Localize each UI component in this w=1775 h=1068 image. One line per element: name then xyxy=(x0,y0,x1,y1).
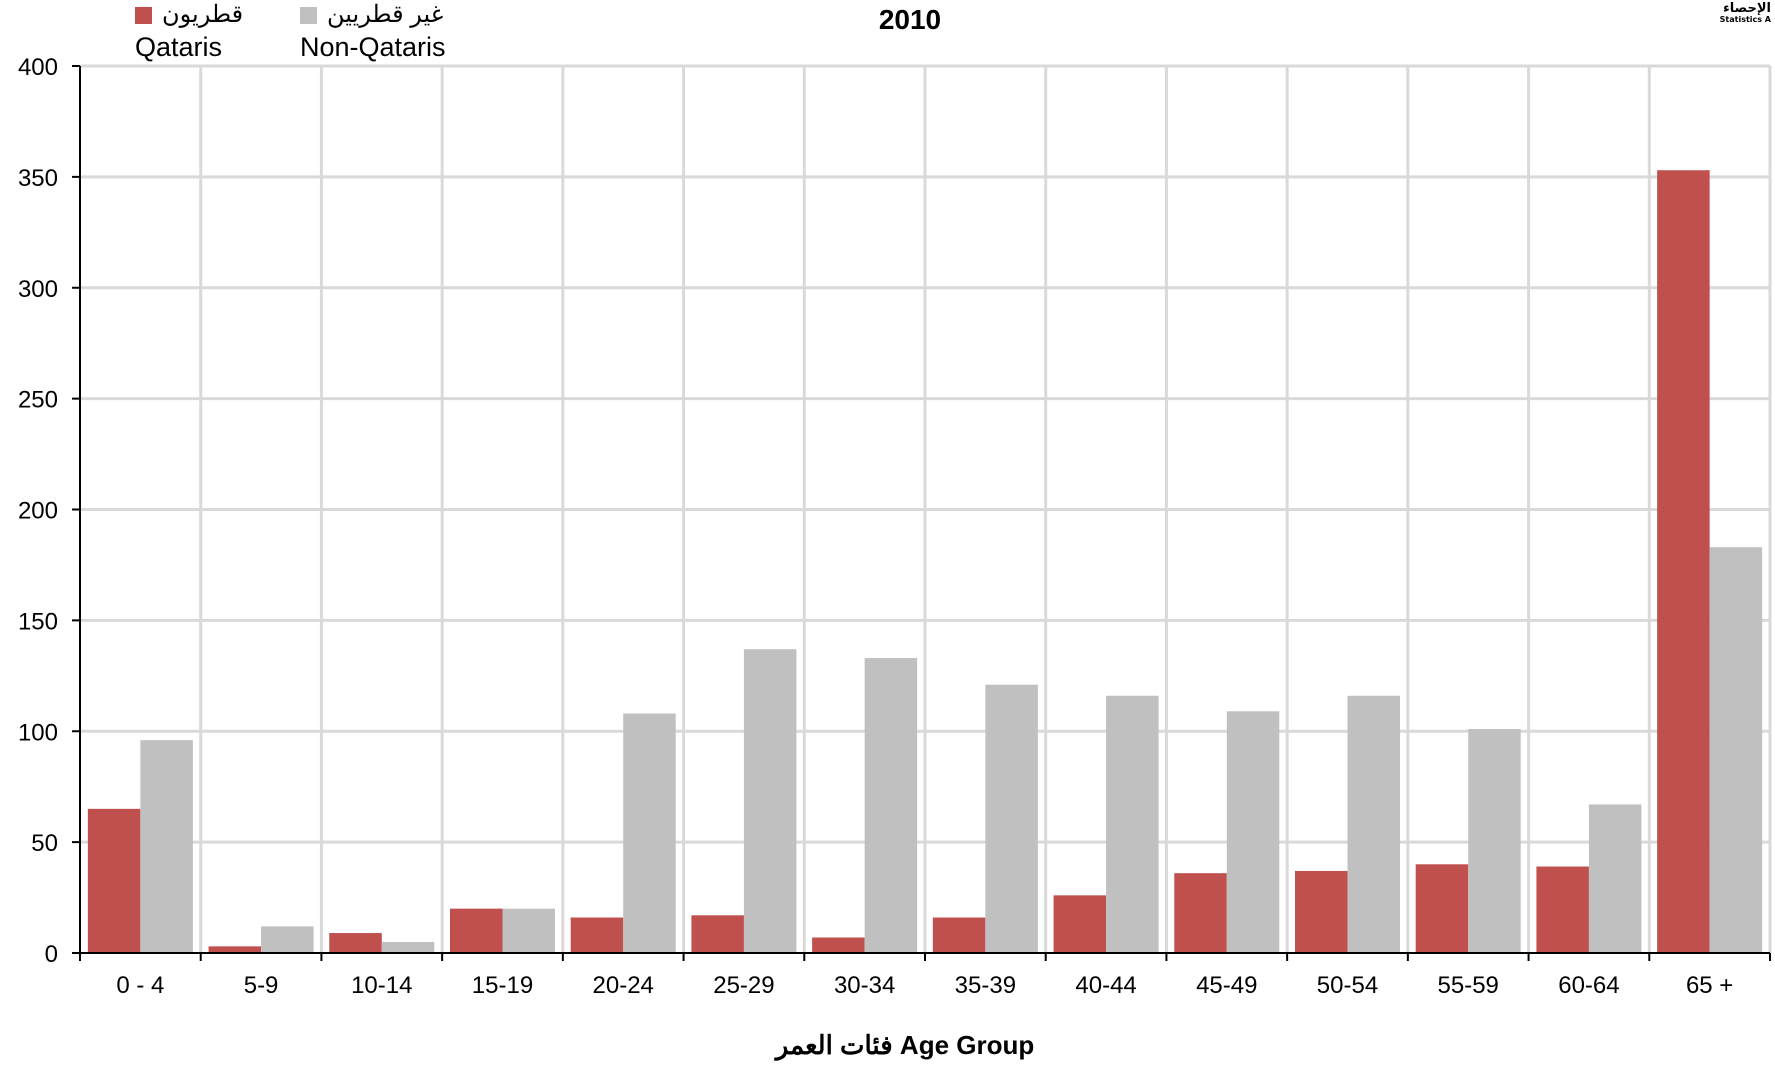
logo-text-ar: الإحصاء xyxy=(1723,1,1771,16)
legend-non-qataris-ar: غير قطريين xyxy=(327,1,444,28)
bar-non-qataris-8 xyxy=(1106,695,1159,953)
x-tick-label: 40-44 xyxy=(1075,972,1136,999)
bar-non-qataris-2 xyxy=(381,941,435,953)
bar-qataris-1 xyxy=(208,946,262,953)
x-tick-label: 20-24 xyxy=(593,972,654,999)
bar-qataris-12 xyxy=(1536,866,1589,953)
bar-qataris-11 xyxy=(1415,864,1469,953)
bar-non-qataris-10 xyxy=(1347,695,1401,953)
x-tick-label: 45-49 xyxy=(1196,972,1257,999)
y-tick-label: 150 xyxy=(18,608,58,635)
bar-non-qataris-1 xyxy=(261,926,314,953)
x-tick-label: 5-9 xyxy=(244,972,279,999)
x-tick-label: 10-14 xyxy=(351,972,412,999)
bars xyxy=(87,170,1763,953)
y-tick-label: 0 xyxy=(45,941,58,968)
bar-non-qataris-13 xyxy=(1709,547,1763,953)
x-tick-label: 15-19 xyxy=(472,972,533,999)
y-tick-label: 200 xyxy=(18,498,58,525)
tick-labels: 0 50 100 150 200 250 300 350 400 0 - 4 5-9 10-14 15-… xyxy=(18,54,1733,999)
x-tick-label: 55-59 xyxy=(1438,972,1499,999)
y-tick-label: 350 xyxy=(18,165,58,192)
legend-qataris-en: Qataris xyxy=(135,32,223,62)
bar-qataris-3 xyxy=(449,908,503,953)
axes xyxy=(72,65,1771,961)
non-qataris-swatch xyxy=(300,6,317,24)
y-tick-label: 50 xyxy=(31,830,58,857)
bar-non-qataris-4 xyxy=(623,713,676,953)
qataris-swatch xyxy=(135,6,152,24)
x-tick-label: 35-39 xyxy=(955,972,1016,999)
bar-non-qataris-5 xyxy=(743,649,797,953)
y-tick-label: 100 xyxy=(18,719,58,746)
bar-qataris-0 xyxy=(87,808,141,953)
y-tick-label: 250 xyxy=(18,387,58,414)
bar-qataris-4 xyxy=(570,917,624,953)
bar-non-qataris-7 xyxy=(985,684,1038,953)
y-tick-label: 300 xyxy=(18,276,58,303)
chart-title: 2010 xyxy=(878,4,942,35)
bar-non-qataris-11 xyxy=(1468,729,1521,953)
x-axis-label: فئات العمر Age Group xyxy=(775,1030,1035,1060)
legend-item-non-qataris: غير قطريين Non-Qataris xyxy=(300,0,446,64)
legend-item-qataris: قطريون Qataris xyxy=(135,0,243,64)
legend-qataris-ar: قطريون xyxy=(162,1,244,28)
bar-qataris-6 xyxy=(812,937,865,953)
bar-qataris-5 xyxy=(691,915,744,953)
legend-non-qataris-en: Non-Qataris xyxy=(300,32,446,62)
bar-non-qataris-3 xyxy=(502,908,556,953)
bar-qataris-8 xyxy=(1053,895,1107,953)
statistics-logo: الإحصاء Statistics A xyxy=(1719,1,1771,25)
bar-non-qataris-6 xyxy=(864,658,918,953)
bar-non-qataris-12 xyxy=(1588,804,1642,953)
x-tick-label: 0 - 4 xyxy=(116,972,164,999)
x-tick-label: 65 + xyxy=(1686,972,1733,999)
bar-non-qataris-9 xyxy=(1226,711,1280,953)
bar-qataris-2 xyxy=(329,933,382,953)
gridlines xyxy=(80,64,1772,953)
bar-non-qataris-0 xyxy=(140,740,193,953)
y-tick-label: 400 xyxy=(18,54,58,81)
logo-text-en: Statistics A xyxy=(1719,15,1771,25)
bar-qataris-13 xyxy=(1657,170,1710,953)
x-tick-label: 50-54 xyxy=(1317,972,1378,999)
bar-qataris-7 xyxy=(932,917,986,953)
bar-qataris-10 xyxy=(1294,870,1348,953)
x-tick-label: 60-64 xyxy=(1558,972,1619,999)
x-tick-label: 25-29 xyxy=(713,972,774,999)
x-tick-label: 30-34 xyxy=(834,972,895,999)
bar-qataris-9 xyxy=(1174,873,1227,953)
